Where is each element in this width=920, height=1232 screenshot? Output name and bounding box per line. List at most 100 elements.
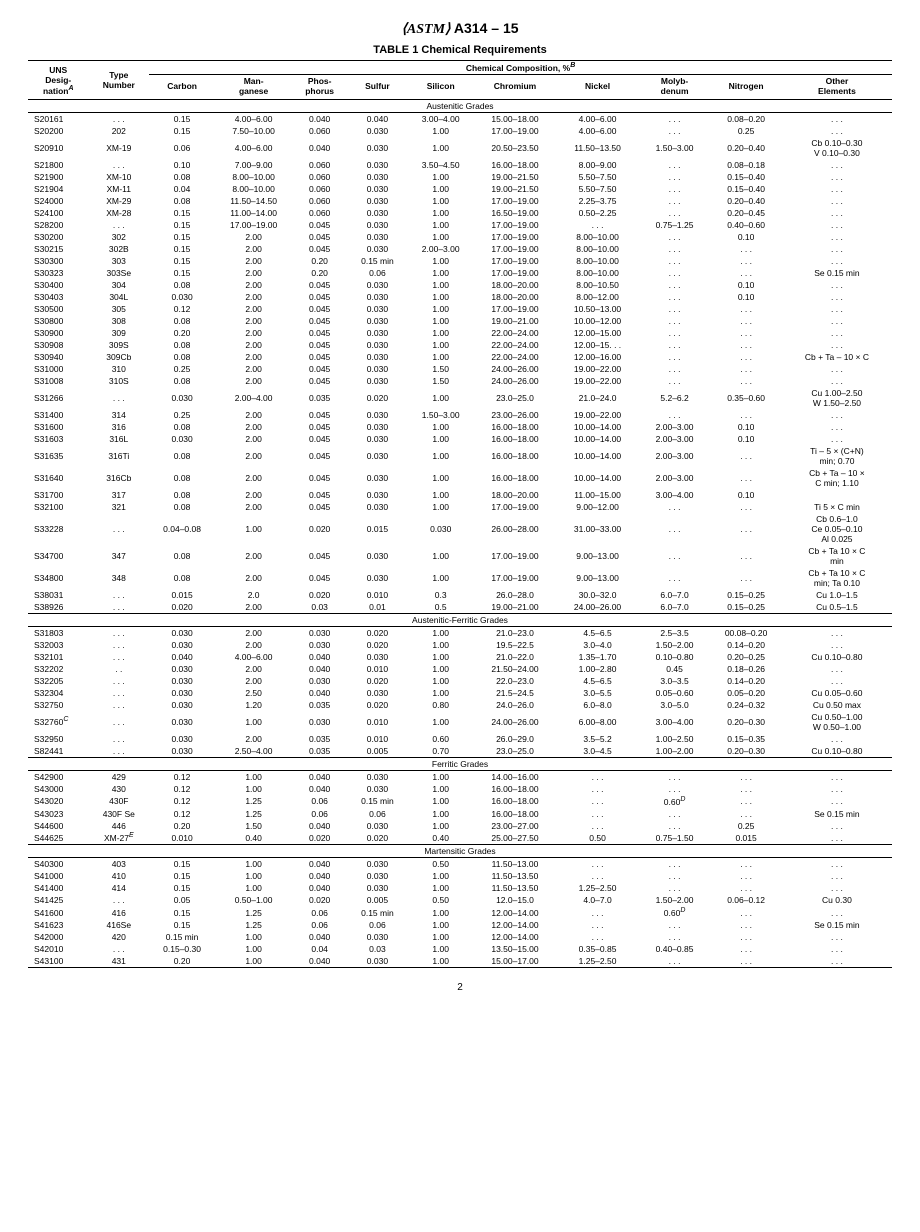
table-cell: 308: [89, 315, 150, 327]
table-cell: 2.00: [215, 733, 292, 745]
table-cell: 429: [89, 770, 150, 783]
table-cell: 24.0–26.0: [474, 699, 557, 711]
table-cell: . . .: [556, 858, 639, 871]
table-row: S310003100.252.000.0450.0301.5024.00–26.…: [28, 363, 892, 375]
table-cell: 0.15: [149, 882, 215, 894]
table-cell: 304: [89, 279, 150, 291]
table-cell: 0.030: [149, 291, 215, 303]
table-cell: S32205: [28, 675, 89, 687]
table-cell: S20200: [28, 125, 89, 137]
table-cell: . . .: [556, 770, 639, 783]
table-cell: . . .: [89, 894, 150, 906]
table-cell: . . .: [710, 467, 782, 489]
table-cell: . . .: [782, 675, 892, 687]
table-cell: 2.00–4.00: [215, 387, 292, 409]
table-cell: S41000: [28, 870, 89, 882]
table-cell: 309S: [89, 339, 150, 351]
table-cell: 12.00–14.00: [474, 906, 557, 919]
table-cell: XM-28: [89, 207, 150, 219]
table-cell: S43020: [28, 795, 89, 808]
table-cell: 0.15: [149, 207, 215, 219]
table-cell: 0.060: [292, 195, 347, 207]
table-cell: 0.010: [347, 733, 408, 745]
table-cell: 1.00: [408, 421, 474, 433]
table-cell: 0.045: [292, 409, 347, 421]
table-cell: . . .: [639, 882, 711, 894]
table-cell: 0.20: [149, 955, 215, 968]
table-cell: . . .: [639, 409, 711, 421]
table-cell: S28200: [28, 219, 89, 231]
table-cell: 430F Se: [89, 808, 150, 820]
table-cell: 0.040: [292, 663, 347, 675]
table-cell: 24.00–26.00: [474, 375, 557, 387]
table-cell: 0.010: [347, 663, 408, 675]
table-cell: 0.005: [347, 745, 408, 758]
table-cell: 1.00: [215, 943, 292, 955]
table-cell: . . .: [782, 231, 892, 243]
table-cell: . . .: [710, 513, 782, 545]
table-cell: S40300: [28, 858, 89, 871]
table-cell: 15.00–17.00: [474, 955, 557, 968]
table-row: S202002020.157.50–10.000.0600.0301.0017.…: [28, 125, 892, 137]
table-cell: 0.12: [149, 783, 215, 795]
table-cell: 1.00: [408, 545, 474, 567]
table-cell: 19.00–22.00: [556, 375, 639, 387]
table-cell: 0.20: [292, 267, 347, 279]
table-cell: XM-10: [89, 171, 150, 183]
table-cell: 1.00: [215, 711, 292, 733]
table-cell: 0.20: [149, 820, 215, 832]
table-cell: 0.020: [347, 626, 408, 639]
table-cell: . .: [89, 663, 150, 675]
table-cell: 1.00: [408, 639, 474, 651]
table-cell: 0.015: [710, 832, 782, 845]
table-cell: 0.10: [710, 421, 782, 433]
table-cell: 446: [89, 820, 150, 832]
table-cell: 0.045: [292, 291, 347, 303]
table-cell: . . .: [782, 315, 892, 327]
table-cell: 0.06–0.12: [710, 894, 782, 906]
table-cell: 1.25: [215, 919, 292, 931]
table-cell: . . .: [639, 125, 711, 137]
table-cell: 1.00: [215, 955, 292, 968]
table-cell: 0.04: [292, 943, 347, 955]
table-cell: 2.00–3.00: [639, 467, 711, 489]
table-cell: 2.00: [215, 626, 292, 639]
table-cell: . . .: [639, 931, 711, 943]
table-cell: 0.06: [292, 906, 347, 919]
table-cell: . . .: [89, 159, 150, 171]
table-cell: 0.030: [149, 387, 215, 409]
table-cell: 19.00–21.00: [474, 315, 557, 327]
table-cell: 17.00–19.00: [474, 545, 557, 567]
table-cell: S41600: [28, 906, 89, 919]
table-cell: . . .: [89, 699, 150, 711]
table-cell: S21904: [28, 183, 89, 195]
table-cell: 3.0–5.0: [639, 699, 711, 711]
table-cell: 1.00: [215, 770, 292, 783]
table-cell: 0.030: [149, 733, 215, 745]
table-cell: 302: [89, 231, 150, 243]
table-cell: 416: [89, 906, 150, 919]
col-manganese: Man-ganese: [215, 74, 292, 99]
table-row: S43020430F0.121.250.060.15 min1.0016.00–…: [28, 795, 892, 808]
table-cell: 314: [89, 409, 150, 421]
table-cell: S38031: [28, 589, 89, 601]
table-cell: . . .: [556, 808, 639, 820]
table-cell: 10.00–14.00: [556, 433, 639, 445]
table-cell: S41623: [28, 919, 89, 931]
table-cell: 0.10: [710, 489, 782, 501]
table-cell: Cb + Ta 10 × Cmin: [782, 545, 892, 567]
table-cell: 0.030: [292, 675, 347, 687]
table-cell: . . .: [89, 675, 150, 687]
table-cell: . . .: [782, 279, 892, 291]
table-cell: 0.18–0.26: [710, 663, 782, 675]
table-cell: . . .: [710, 770, 782, 783]
table-row: S32760C. . .0.0301.000.0300.0101.0024.00…: [28, 711, 892, 733]
table-cell: Cu 0.05–0.60: [782, 687, 892, 699]
table-cell: S44625: [28, 832, 89, 845]
table-cell: 4.0–7.0: [556, 894, 639, 906]
table-cell: 10.00–14.00: [556, 421, 639, 433]
table-cell: 0.045: [292, 219, 347, 231]
table-cell: 0.030: [347, 207, 408, 219]
table-cell: 13.50–15.00: [474, 943, 557, 955]
table-cell: 10.50–13.00: [556, 303, 639, 315]
